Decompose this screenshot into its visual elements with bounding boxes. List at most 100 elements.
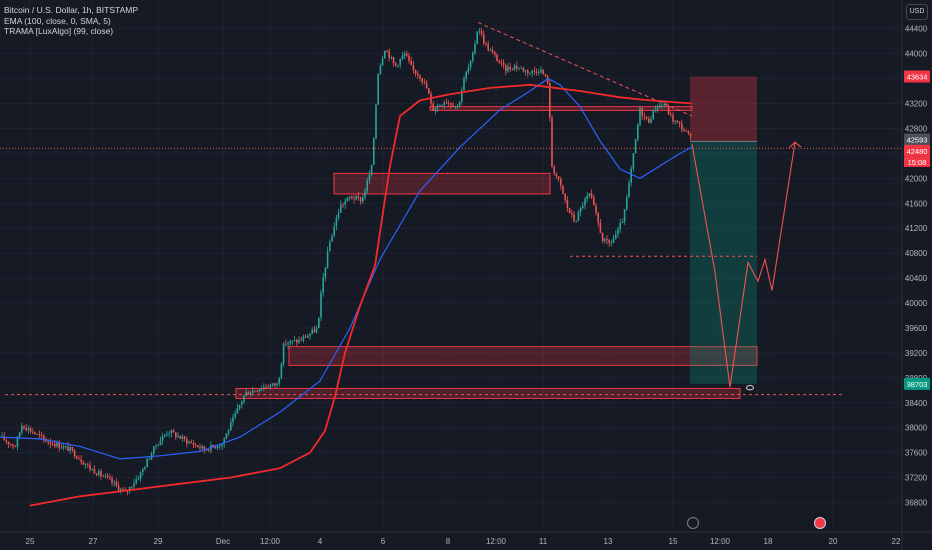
candle-body — [676, 120, 679, 123]
candle-body — [113, 482, 115, 483]
candle-body — [333, 226, 335, 236]
candle-body — [683, 129, 685, 131]
candle-body — [3, 436, 5, 441]
candle-body — [628, 182, 630, 198]
candle-body — [672, 114, 674, 122]
stop-loss-zone — [690, 76, 757, 142]
candle-body — [590, 193, 593, 198]
candle-body — [153, 445, 155, 454]
demand-zone — [429, 106, 693, 111]
demand-zone — [288, 346, 758, 366]
candle-body — [315, 327, 318, 333]
trade-position[interactable] — [690, 76, 757, 384]
candle-body — [485, 43, 487, 45]
candle-body — [128, 486, 131, 492]
candle-body — [252, 390, 254, 394]
candle-body — [258, 389, 261, 392]
candle-body — [87, 464, 89, 466]
candle-body — [16, 436, 19, 447]
candle-body — [608, 239, 610, 243]
candle-body — [414, 69, 417, 74]
candle-body — [192, 443, 195, 446]
candle-body — [302, 336, 305, 341]
candle-body — [144, 467, 146, 469]
candle-body — [505, 64, 507, 72]
candle-body — [681, 123, 683, 130]
target-price-tag: 38703 — [907, 380, 928, 389]
candle-body — [617, 229, 619, 235]
candle-body — [639, 107, 641, 126]
indicators — [0, 77, 693, 507]
candle-body — [491, 50, 494, 53]
candle-body — [586, 195, 588, 200]
candle-body — [32, 431, 34, 433]
candle-body — [582, 205, 584, 208]
candle-body — [43, 435, 45, 439]
candle-body — [566, 199, 569, 208]
y-tick-label: 40400 — [905, 274, 928, 283]
candle-body — [630, 168, 632, 183]
y-tick-label: 44000 — [905, 50, 928, 59]
lightning-event-icon — [687, 517, 699, 529]
y-tick-label: 39600 — [905, 324, 928, 333]
candle-body — [483, 33, 485, 44]
x-tick-label: 4 — [318, 537, 323, 546]
candle-body — [597, 212, 599, 223]
candle-body — [89, 465, 91, 470]
candle-body — [95, 473, 98, 476]
candle-body — [351, 196, 353, 199]
candle-body — [7, 441, 10, 444]
currency-button[interactable]: USD — [906, 4, 928, 20]
candle-body — [496, 54, 498, 61]
y-tick-label: 40800 — [905, 249, 928, 258]
candle-body — [432, 103, 434, 111]
candle-body — [516, 65, 518, 69]
candle-body — [115, 482, 118, 486]
candle-body — [111, 478, 113, 483]
candle-body — [164, 434, 166, 437]
candle-body — [34, 432, 36, 435]
candle-body — [168, 433, 170, 435]
candle-body — [177, 436, 179, 438]
candle-body — [461, 90, 463, 102]
candle-body — [197, 445, 199, 448]
candle-body — [685, 130, 687, 132]
candle-body — [560, 179, 562, 186]
candle-body — [474, 43, 476, 53]
candle-body — [423, 82, 426, 83]
candle-body — [324, 267, 327, 278]
candle-body — [21, 426, 23, 433]
candle-body — [502, 62, 505, 65]
candle-body — [610, 242, 613, 244]
candle-body — [76, 456, 78, 459]
x-tick-label: 12:00 — [260, 537, 281, 546]
candle-body — [12, 444, 14, 447]
candle-body — [84, 464, 87, 466]
candle-body — [278, 378, 280, 384]
current-price-tag: 42480 — [907, 147, 928, 156]
candle-body — [166, 433, 168, 435]
candle-body — [296, 340, 298, 343]
y-tick-label: 37600 — [905, 449, 928, 458]
candle-body — [311, 329, 313, 334]
candle-body — [542, 69, 544, 75]
candle-body — [14, 446, 16, 448]
y-tick-label: 39200 — [905, 349, 928, 358]
candle-body — [320, 292, 322, 318]
candle-body — [307, 335, 309, 338]
candle-body — [318, 317, 320, 328]
candle-body — [520, 67, 522, 69]
x-tick-label: 18 — [764, 537, 773, 546]
candle-body — [529, 72, 531, 74]
candle-body — [458, 101, 461, 106]
demand-zone — [235, 387, 741, 399]
current-price-tag-bg — [904, 144, 930, 157]
x-tick-label: 27 — [89, 537, 98, 546]
candle-body — [447, 102, 450, 104]
x-tick-label: 22 — [892, 537, 901, 546]
candle-body — [480, 30, 483, 34]
candle-body — [573, 214, 575, 222]
candle-body — [593, 197, 595, 206]
candle-body — [293, 340, 296, 341]
